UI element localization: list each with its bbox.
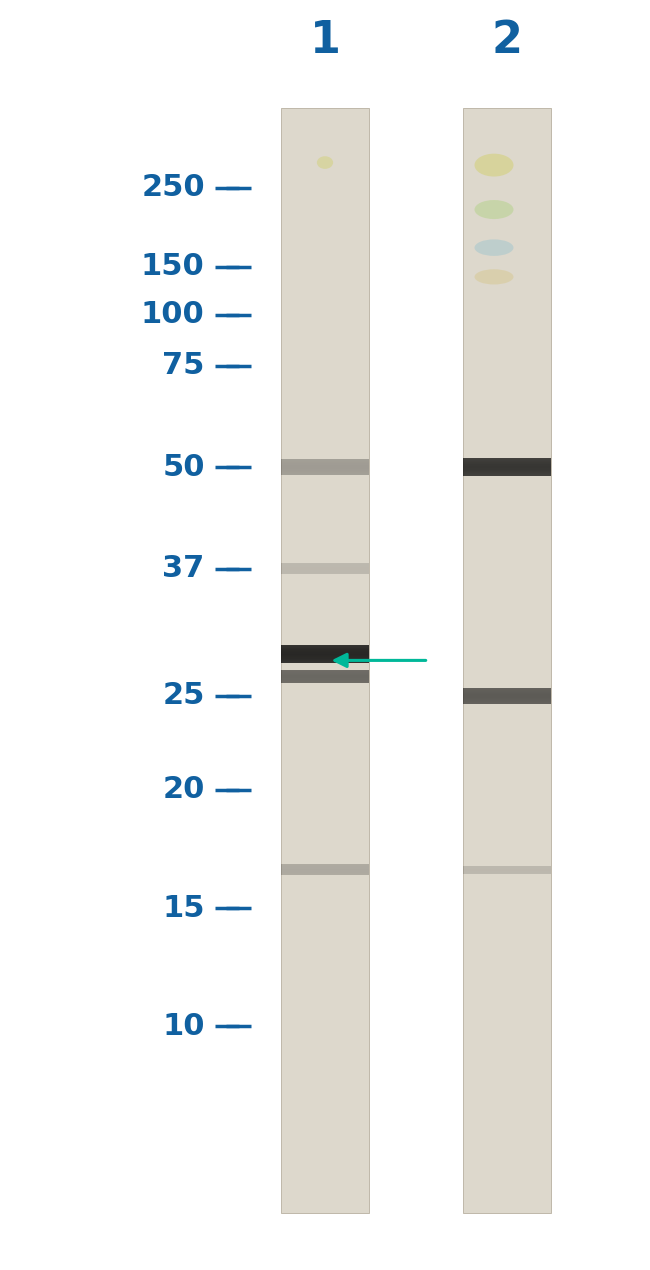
Bar: [463, 108, 551, 1213]
Text: 100: 100: [141, 301, 205, 329]
Text: 150: 150: [141, 253, 205, 281]
Text: 2: 2: [491, 19, 523, 62]
Bar: [281, 108, 369, 1213]
Text: 25: 25: [162, 682, 205, 710]
Text: 75: 75: [162, 352, 205, 380]
Text: 37: 37: [162, 555, 205, 583]
Text: 1: 1: [309, 19, 341, 62]
Ellipse shape: [474, 269, 514, 284]
Ellipse shape: [474, 154, 514, 177]
Text: 15: 15: [162, 894, 205, 922]
Text: 50: 50: [162, 453, 205, 481]
Text: 20: 20: [162, 776, 205, 804]
Ellipse shape: [317, 156, 333, 169]
Ellipse shape: [474, 199, 514, 220]
Text: 250: 250: [141, 174, 205, 202]
Ellipse shape: [474, 239, 514, 257]
Text: 10: 10: [162, 1012, 205, 1040]
